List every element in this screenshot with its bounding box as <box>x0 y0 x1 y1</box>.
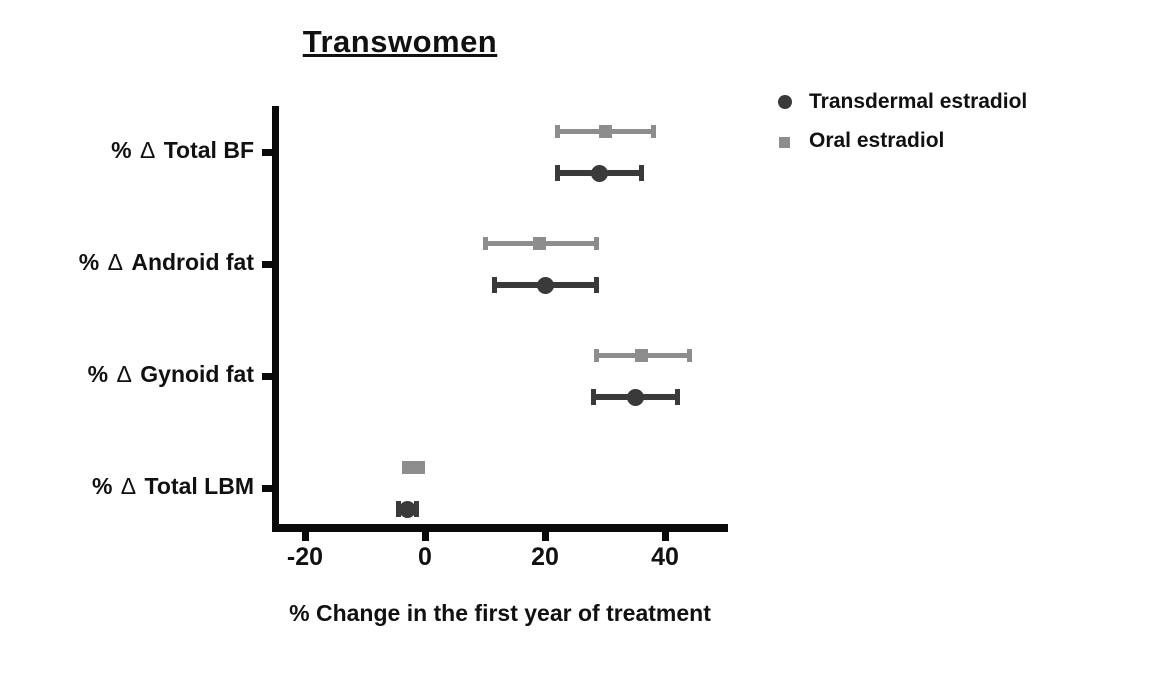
y-axis-line <box>272 106 279 532</box>
error-bar-cap-high <box>686 348 692 362</box>
error-bar-cap-low <box>395 501 401 517</box>
delta-glyph: Δ <box>107 249 123 275</box>
x-axis-tick <box>662 532 669 541</box>
data-point-circle <box>398 500 416 518</box>
category-label: % Δ Android fat <box>78 249 254 275</box>
delta-glyph: Δ <box>139 137 156 163</box>
error-bar-cap-high <box>413 501 419 517</box>
data-point-square <box>634 348 648 362</box>
delta-glyph: Δ <box>120 473 137 499</box>
x-tick-label: 0 <box>418 543 432 571</box>
error-bar-cap-high <box>638 165 644 181</box>
chart-title: Transwomen <box>302 24 498 59</box>
category-label: % Δ Total BF <box>111 137 254 163</box>
x-axis-tick <box>302 532 309 541</box>
error-bar-cap-high <box>419 460 425 474</box>
x-tick-label: 40 <box>651 543 679 571</box>
x-axis-tick <box>542 532 549 541</box>
x-axis-tick <box>422 532 429 541</box>
y-axis-tick <box>262 485 272 492</box>
error-bar-cap-low <box>482 236 488 250</box>
error-bar-cap-high <box>674 389 680 405</box>
legend-item-oral: Oral estradiol <box>778 127 1027 155</box>
error-bar-cap-high <box>593 277 599 293</box>
square-marker-icon <box>779 136 790 148</box>
data-point-square <box>406 460 420 474</box>
error-bar-cap-low <box>491 277 497 293</box>
error-bar-cap-low <box>593 348 599 362</box>
error-bar-cap-low <box>590 389 596 405</box>
data-point-circle <box>590 164 608 182</box>
x-axis-label: % Change in the first year of treatment <box>289 600 711 626</box>
data-point-square <box>598 124 612 138</box>
legend-item-transdermal: Transdermal estradiol <box>778 88 1027 116</box>
delta-glyph: Δ <box>116 361 132 387</box>
y-axis-tick <box>262 261 272 268</box>
category-label: % Δ Gynoid fat <box>87 361 254 387</box>
error-bar-cap-high <box>650 124 656 138</box>
data-point-circle <box>626 388 644 406</box>
error-bar-cap-low <box>401 460 407 474</box>
legend: Transdermal estradiol Oral estradiol <box>778 88 1027 166</box>
legend-label: Oral estradiol <box>809 129 945 152</box>
legend-label: Transdermal estradiol <box>809 90 1028 113</box>
x-tick-label: 20 <box>531 543 559 571</box>
error-bar-cap-low <box>554 124 560 138</box>
error-bar-cap-high <box>593 236 599 250</box>
x-tick-label: -20 <box>286 543 324 571</box>
data-point-square <box>532 236 546 250</box>
circle-marker-icon <box>778 95 792 109</box>
data-point-circle <box>536 276 554 294</box>
x-axis-line <box>272 524 728 532</box>
error-bar-cap-low <box>554 165 560 181</box>
y-axis-tick <box>262 149 272 156</box>
category-label: % Δ Total LBM <box>91 473 254 499</box>
y-axis-tick <box>262 373 272 380</box>
